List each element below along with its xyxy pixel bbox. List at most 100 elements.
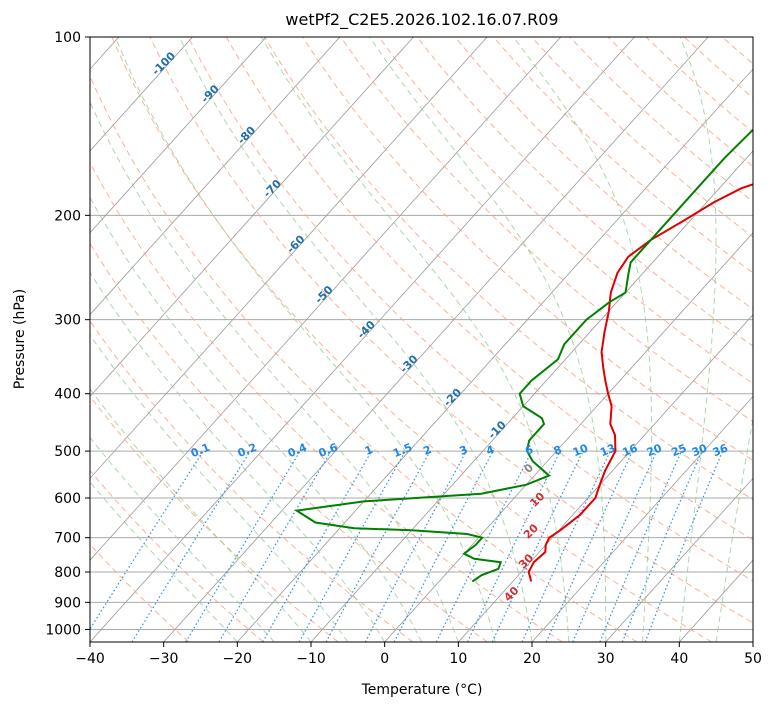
mixing-ratio-label: 2 [421,443,433,458]
moist-adiabat-label: 10 [527,490,547,510]
mixing-ratio-label: 30 [690,441,709,459]
x-tick-label: 50 [744,651,762,667]
dry-adiabat-line [454,37,753,310]
x-tick-label: 0 [380,651,389,667]
moist-adiabat-line [114,37,496,642]
mixing-ratio-line [599,450,682,642]
moist-adiabat-line [90,481,238,642]
dry-adiabat-line [264,37,753,501]
mixing-ratio-label: 3 [458,443,470,458]
isotherm-line [90,37,414,398]
moist-adiabat-line [178,37,533,642]
isotherm-line [531,395,753,642]
dry-adiabat-label: -60 [284,232,307,255]
y-tick-label: 400 [54,387,81,403]
dry-adiabat-line [90,543,190,642]
dry-adiabat-line [416,37,753,347]
dry-adiabat-label: -100 [149,49,178,78]
dry-adiabat-line [225,37,753,541]
y-tick-label: 700 [54,531,81,547]
mixing-ratio-label: 4 [484,443,496,458]
mixing-ratio-line [435,450,533,642]
mixing-ratio-label: 8 [552,443,564,458]
mixing-ratio-label: 13 [598,442,617,460]
dry-adiabat-label: -40 [355,318,378,341]
x-ticks: −40 −30 −20 −10 0 10 20 30 40 50 [75,642,762,667]
mixing-ratio-label: 1 [363,443,375,458]
y-axis-label: Pressure (hPa) [12,289,28,389]
dry-adiabat-line [90,242,488,642]
moist-adiabat-line [90,100,459,642]
dry-adiabat-line [90,320,414,642]
x-axis-label: Temperature (°C) [361,682,483,698]
y-tick-label: 300 [54,313,81,329]
isotherm-line [90,37,562,561]
isotherm-line [237,68,753,642]
mixing-ratio-label: 1.5 [391,441,414,460]
mixing-ratio-label: 16 [620,441,639,459]
chart-title: wetPf2_C2E5.2026.102.16.07.R09 [285,10,558,30]
x-tick-label: 20 [523,651,541,667]
x-tick-label: −40 [75,651,105,667]
isotherm-line [384,232,753,642]
x-tick-label: 10 [449,651,467,667]
mixing-ratio-line [364,450,467,642]
mixing-ratio-label: 10 [571,441,590,459]
isotherm-line [752,641,753,642]
x-tick-label: 40 [670,651,688,667]
dry-adiabat-line [90,161,563,642]
y-tick-label: 100 [54,30,81,46]
x-tick-label: −20 [223,651,253,667]
mixing-ratio-label: 20 [645,441,664,459]
mixing-ratio-line [185,450,301,642]
moist-adiabat-label: 40 [501,584,521,604]
dry-adiabat-label: -80 [235,124,258,147]
mixing-ratio-line [572,450,658,642]
dry-adiabat-line [683,37,753,99]
mixing-ratio-label: 6 [523,443,535,458]
mixing-ratio-line [545,450,634,642]
moist-adiabat-line [90,334,349,642]
moist-adiabat-line [678,37,717,642]
background-lines [90,37,775,642]
x-tick-label: −10 [296,651,326,667]
dry-adiabat-line [90,395,339,642]
mixing-ratio-line [131,450,251,642]
mixing-ratio-label: 0.4 [286,441,309,460]
y-tick-label: 1000 [45,622,81,638]
moist-adiabat-line [369,37,607,642]
dry-adiabat-label: -10 [486,418,509,441]
dry-adiabat-label: -30 [397,352,420,375]
isotherm-line [90,37,488,479]
isotherm-line [90,37,341,316]
mixing-ratio-line [644,450,724,642]
mixing-ratio-line [90,450,204,631]
isotherm-line [90,37,635,642]
y-tick-label: 500 [54,444,81,460]
moist-adiabat-line [90,271,386,642]
y-tick-label: 200 [54,208,81,224]
x-tick-label: −30 [149,651,179,667]
dry-adiabat-label: -50 [312,283,335,306]
moist-adiabat-line [715,415,753,642]
mixing-ratio-label: 0.6 [317,441,340,460]
dry-adiabat-line [149,37,753,624]
moist-adiabat-label: 20 [521,521,541,541]
dry-adiabat-line [761,37,775,642]
isotherm-line [90,37,193,152]
profile-lines [293,128,753,583]
isotherm-line [679,559,753,642]
temperature-profile-line [527,183,753,582]
mixing-ratio-label: 0.1 [189,441,212,460]
mixing-ratio-line [325,450,431,642]
dry-adiabat-line [111,37,712,642]
plot-frame [89,36,754,643]
mixing-ratio-label: 25 [669,442,688,460]
isotherm-line [458,313,753,642]
moist-adiabat-line [512,37,653,642]
mixing-ratio-label: 36 [711,441,730,459]
mixing-ratio-label: 0.2 [236,441,259,460]
moist-adiabat-line [90,436,275,642]
moist-adiabat-line [90,388,312,642]
